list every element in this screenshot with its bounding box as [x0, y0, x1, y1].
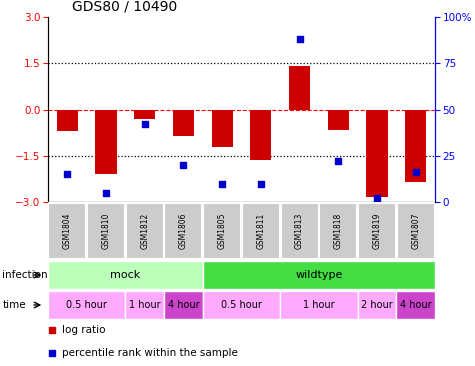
Text: GSM1811: GSM1811: [256, 213, 266, 249]
Point: [141, 122, 149, 127]
Bar: [250, 109, 272, 160]
Text: percentile rank within the sample: percentile rank within the sample: [62, 348, 238, 358]
Bar: [203, 203, 241, 259]
Bar: [397, 203, 435, 259]
Bar: [164, 291, 203, 319]
Text: GSM1806: GSM1806: [179, 213, 188, 249]
Bar: [203, 261, 435, 289]
Text: log ratio: log ratio: [62, 325, 105, 335]
Text: GSM1804: GSM1804: [63, 213, 72, 249]
Point: [48, 350, 56, 356]
Text: time: time: [2, 300, 26, 310]
Point: [64, 171, 71, 177]
Point: [48, 327, 56, 333]
Text: GSM1810: GSM1810: [102, 213, 111, 249]
Point: [296, 36, 304, 42]
Point: [218, 180, 226, 186]
Bar: [87, 203, 125, 259]
Bar: [95, 109, 117, 174]
Text: GSM1819: GSM1819: [372, 213, 381, 249]
Bar: [125, 291, 164, 319]
Text: 1 hour: 1 hour: [129, 300, 161, 310]
Bar: [48, 291, 125, 319]
Bar: [203, 291, 280, 319]
Point: [102, 190, 110, 196]
Bar: [57, 109, 78, 131]
Text: GSM1805: GSM1805: [218, 213, 227, 249]
Point: [257, 180, 265, 186]
Bar: [289, 66, 310, 109]
Text: 2 hour: 2 hour: [361, 300, 393, 310]
Bar: [134, 109, 155, 119]
Bar: [126, 203, 164, 259]
Text: GSM1812: GSM1812: [140, 213, 149, 249]
Text: 0.5 hour: 0.5 hour: [66, 300, 107, 310]
Text: GSM1818: GSM1818: [334, 213, 343, 249]
Text: wildtype: wildtype: [295, 270, 342, 280]
Bar: [211, 109, 233, 146]
Text: GSM1813: GSM1813: [295, 213, 304, 249]
Bar: [280, 291, 358, 319]
Bar: [396, 291, 435, 319]
Bar: [358, 291, 396, 319]
Text: infection: infection: [2, 270, 48, 280]
Bar: [173, 109, 194, 136]
Text: 0.5 hour: 0.5 hour: [221, 300, 262, 310]
Text: GSM1807: GSM1807: [411, 213, 420, 249]
Text: GDS80 / 10490: GDS80 / 10490: [72, 0, 177, 13]
Bar: [328, 109, 349, 130]
Text: mock: mock: [110, 270, 141, 280]
Text: 4 hour: 4 hour: [400, 300, 431, 310]
Point: [373, 195, 381, 201]
Bar: [319, 203, 357, 259]
Bar: [366, 109, 388, 197]
Bar: [164, 203, 202, 259]
Text: 4 hour: 4 hour: [168, 300, 200, 310]
Bar: [358, 203, 396, 259]
Bar: [242, 203, 280, 259]
Bar: [281, 203, 319, 259]
Text: 1 hour: 1 hour: [303, 300, 335, 310]
Point: [412, 169, 419, 175]
Point: [180, 162, 187, 168]
Bar: [405, 109, 426, 182]
Bar: [48, 261, 203, 289]
Bar: [48, 203, 86, 259]
Point: [334, 158, 342, 164]
